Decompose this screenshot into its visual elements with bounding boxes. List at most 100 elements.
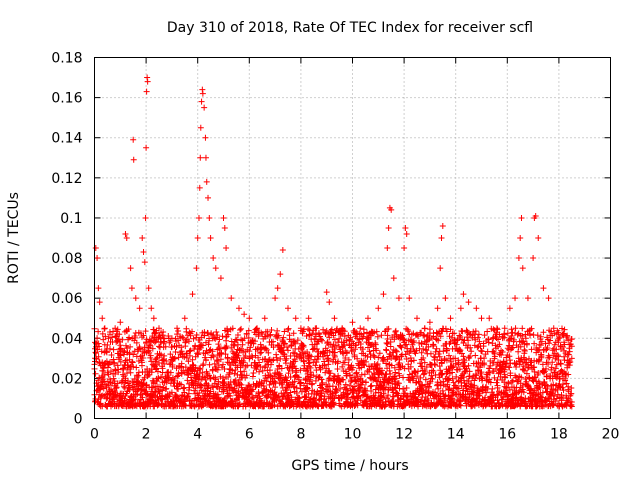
data-point xyxy=(419,363,426,370)
data-point xyxy=(305,315,312,322)
data-point xyxy=(549,375,556,382)
data-point xyxy=(461,368,468,375)
data-point xyxy=(383,347,390,354)
data-point xyxy=(467,353,474,360)
data-point xyxy=(265,349,272,356)
data-point xyxy=(144,74,151,81)
data-point xyxy=(398,396,405,403)
data-point xyxy=(431,361,438,368)
data-point xyxy=(433,345,440,352)
data-point xyxy=(538,338,545,345)
data-point xyxy=(491,374,498,381)
data-point xyxy=(393,348,400,355)
data-point xyxy=(168,389,175,396)
data-point xyxy=(463,327,470,334)
data-point xyxy=(404,394,411,401)
data-point xyxy=(451,330,458,337)
data-point xyxy=(182,343,189,350)
data-point xyxy=(519,386,526,393)
data-point xyxy=(113,385,120,392)
data-point xyxy=(174,331,181,338)
data-point xyxy=(385,224,392,231)
data-point xyxy=(431,353,438,360)
data-point xyxy=(178,348,185,355)
data-point xyxy=(402,402,409,409)
data-point xyxy=(207,388,214,395)
data-point xyxy=(457,305,464,312)
data-point xyxy=(354,335,361,342)
data-point xyxy=(515,389,522,396)
data-point xyxy=(361,371,368,378)
data-point xyxy=(149,384,156,391)
data-point xyxy=(562,370,569,377)
data-point xyxy=(526,375,533,382)
data-point xyxy=(193,331,200,338)
data-point xyxy=(359,378,366,385)
data-point xyxy=(216,385,223,392)
data-point xyxy=(434,305,441,312)
data-point xyxy=(465,377,472,384)
data-point xyxy=(485,336,492,343)
data-point xyxy=(274,357,281,364)
data-point xyxy=(182,402,189,409)
data-point xyxy=(326,375,333,382)
data-point xyxy=(95,353,102,360)
data-point xyxy=(527,390,534,397)
data-point xyxy=(255,333,262,340)
data-point xyxy=(288,342,295,349)
data-point xyxy=(550,381,557,388)
data-point xyxy=(331,353,338,360)
data-point xyxy=(292,340,299,347)
data-point xyxy=(303,394,310,401)
data-point xyxy=(209,383,216,390)
data-point xyxy=(383,346,390,353)
data-point xyxy=(241,368,248,375)
data-point xyxy=(366,369,373,376)
data-point xyxy=(345,356,352,363)
data-point xyxy=(100,336,107,343)
data-point xyxy=(103,349,110,356)
data-point xyxy=(543,373,550,380)
data-point xyxy=(127,369,134,376)
data-point xyxy=(293,389,300,396)
data-point xyxy=(515,255,522,262)
data-point xyxy=(567,358,574,365)
data-point xyxy=(448,358,455,365)
data-point xyxy=(540,285,547,292)
data-point xyxy=(444,381,451,388)
data-point xyxy=(560,387,567,394)
data-point xyxy=(492,365,499,372)
data-point xyxy=(385,379,392,386)
data-point xyxy=(217,275,224,282)
data-point xyxy=(199,362,206,369)
data-point xyxy=(106,331,113,338)
data-point xyxy=(451,336,458,343)
data-point xyxy=(509,396,516,403)
data-point xyxy=(360,361,367,368)
data-point xyxy=(260,383,267,390)
y-tick-label: 0.18 xyxy=(51,51,82,67)
data-point xyxy=(560,330,567,337)
data-point xyxy=(371,353,378,360)
data-point xyxy=(474,344,481,351)
data-point xyxy=(487,362,494,369)
data-point xyxy=(342,381,349,388)
data-point xyxy=(246,315,253,322)
data-point xyxy=(285,305,291,312)
data-point xyxy=(226,390,233,397)
data-point xyxy=(420,371,427,378)
data-point xyxy=(159,365,166,372)
data-point xyxy=(515,348,522,355)
data-point xyxy=(304,348,311,355)
data-point xyxy=(555,356,562,363)
data-point xyxy=(313,346,320,353)
data-point xyxy=(324,347,331,354)
data-point xyxy=(106,345,113,352)
data-point xyxy=(202,134,209,141)
data-point xyxy=(273,354,280,361)
data-point xyxy=(152,389,159,396)
data-point xyxy=(544,383,551,390)
data-point xyxy=(543,365,549,372)
data-point xyxy=(300,354,307,361)
